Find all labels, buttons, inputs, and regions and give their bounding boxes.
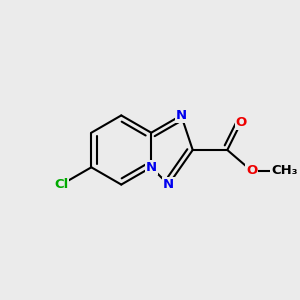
Text: Cl: Cl bbox=[54, 178, 68, 191]
Text: N: N bbox=[163, 178, 174, 191]
Text: O: O bbox=[236, 116, 247, 129]
Text: N: N bbox=[176, 109, 187, 122]
Text: CH₃: CH₃ bbox=[271, 164, 298, 177]
Text: N: N bbox=[146, 161, 157, 174]
Text: O: O bbox=[246, 164, 257, 177]
